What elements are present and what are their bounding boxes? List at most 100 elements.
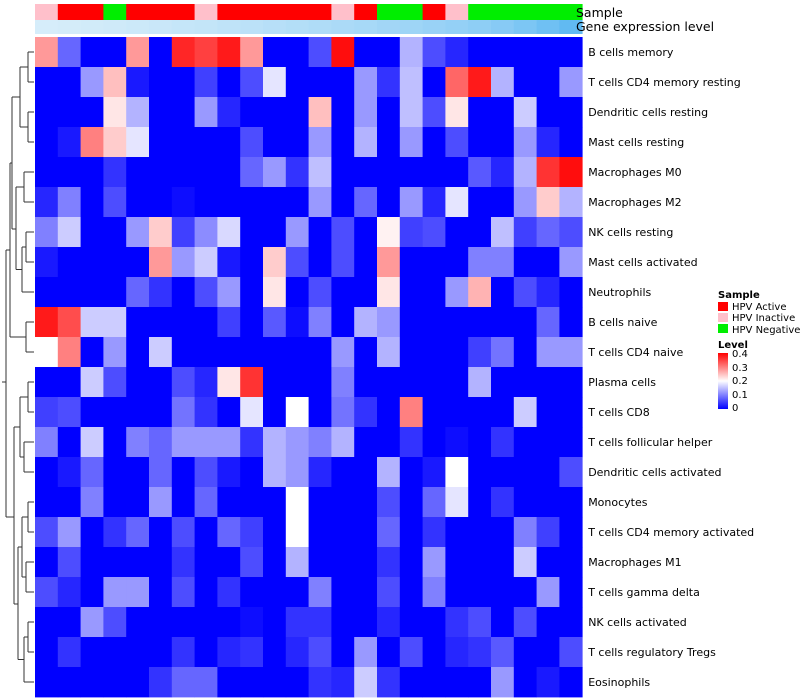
heatmap-cell bbox=[35, 667, 59, 698]
heatmap-cell bbox=[468, 457, 492, 488]
heatmap-cell bbox=[285, 187, 309, 218]
row-label: Dendritic cells resting bbox=[588, 106, 708, 119]
heatmap-cell bbox=[171, 277, 195, 308]
heatmap-cell bbox=[559, 127, 583, 158]
heatmap-cell bbox=[217, 307, 241, 338]
heatmap-cell bbox=[377, 187, 401, 218]
heatmap-cell bbox=[149, 517, 173, 548]
expression-annotation-cell bbox=[57, 20, 81, 34]
heatmap-cell bbox=[263, 637, 287, 668]
heatmap-cell bbox=[194, 37, 218, 68]
sample-annotation-cell bbox=[422, 4, 446, 20]
expression-annotation-cell bbox=[377, 20, 401, 34]
heatmap-cell bbox=[308, 37, 332, 68]
heatmap-cell bbox=[331, 187, 355, 218]
heatmap-cell bbox=[468, 127, 492, 158]
heatmap-cell bbox=[35, 397, 59, 428]
heatmap-cell bbox=[377, 157, 401, 188]
row-label: Eosinophils bbox=[588, 676, 650, 689]
heatmap-cell bbox=[194, 67, 218, 98]
heatmap-cell bbox=[399, 157, 423, 188]
heatmap-cell bbox=[491, 157, 515, 188]
heatmap-cell bbox=[308, 187, 332, 218]
heatmap-cell bbox=[149, 67, 173, 98]
heatmap-cell bbox=[263, 667, 287, 698]
heatmap-cell bbox=[536, 547, 560, 578]
row-label: T cells regulatory Tregs bbox=[587, 646, 716, 659]
heatmap-cell bbox=[35, 307, 59, 338]
heatmap-cell bbox=[491, 487, 515, 518]
heatmap-cell bbox=[217, 487, 241, 518]
heatmap-cell bbox=[308, 487, 332, 518]
heatmap-cell bbox=[263, 67, 287, 98]
heatmap-cell bbox=[399, 397, 423, 428]
heatmap-cell bbox=[149, 187, 173, 218]
heatmap-cell bbox=[536, 97, 560, 128]
heatmap-cell bbox=[331, 637, 355, 668]
heatmap-cell bbox=[126, 247, 150, 278]
heatmap-cell bbox=[80, 577, 104, 608]
legend-level-title: Level bbox=[718, 340, 748, 351]
heatmap-cell bbox=[103, 637, 127, 668]
heatmap-cell bbox=[491, 247, 515, 278]
heatmap-cell bbox=[285, 217, 309, 248]
heatmap-cell bbox=[126, 667, 150, 698]
heatmap-cells bbox=[35, 37, 583, 698]
heatmap-cell bbox=[194, 247, 218, 278]
heatmap-cell bbox=[399, 337, 423, 368]
heatmap-cell bbox=[80, 367, 104, 398]
heatmap-cell bbox=[308, 607, 332, 638]
heatmap-cell bbox=[126, 637, 150, 668]
heatmap-cell bbox=[422, 487, 446, 518]
heatmap-cell bbox=[194, 667, 218, 698]
expression-annotation-cell bbox=[331, 20, 355, 34]
heatmap-cell bbox=[171, 187, 195, 218]
heatmap-cell bbox=[536, 667, 560, 698]
heatmap-cell bbox=[445, 307, 469, 338]
heatmap-cell bbox=[149, 667, 173, 698]
heatmap-cell bbox=[468, 157, 492, 188]
heatmap-cell bbox=[103, 517, 127, 548]
heatmap-cell bbox=[331, 427, 355, 458]
heatmap-cell bbox=[354, 307, 378, 338]
heatmap-cell bbox=[149, 397, 173, 428]
heatmap-cell bbox=[57, 337, 81, 368]
heatmap-cell bbox=[217, 547, 241, 578]
heatmap-cell bbox=[559, 667, 583, 698]
heatmap-cell bbox=[468, 397, 492, 428]
heatmap-cell bbox=[57, 367, 81, 398]
heatmap-cell bbox=[194, 97, 218, 128]
sample-annotation-cell bbox=[308, 4, 332, 20]
heatmap-cell bbox=[285, 247, 309, 278]
heatmap-cell bbox=[35, 367, 59, 398]
heatmap-cell bbox=[377, 427, 401, 458]
row-label: Mast cells activated bbox=[588, 256, 697, 269]
heatmap-cell bbox=[513, 307, 537, 338]
heatmap-cell bbox=[513, 247, 537, 278]
heatmap-cell bbox=[80, 277, 104, 308]
heatmap-cell bbox=[194, 337, 218, 368]
sample-annotation-cell bbox=[35, 4, 59, 20]
heatmap-cell bbox=[103, 457, 127, 488]
row-label: Macrophages M0 bbox=[588, 166, 681, 179]
heatmap-cell bbox=[240, 127, 264, 158]
heatmap-cell bbox=[491, 277, 515, 308]
heatmap-cell bbox=[377, 247, 401, 278]
heatmap-cell bbox=[331, 37, 355, 68]
heatmap-cell bbox=[35, 457, 59, 488]
heatmap-cell bbox=[57, 187, 81, 218]
heatmap-cell bbox=[240, 427, 264, 458]
expression-annotation-cell bbox=[80, 20, 104, 34]
heatmap-cell bbox=[171, 667, 195, 698]
heatmap-cell bbox=[171, 97, 195, 128]
heatmap-cell bbox=[103, 577, 127, 608]
heatmap-cell bbox=[422, 547, 446, 578]
heatmap-cell bbox=[80, 157, 104, 188]
heatmap-cell bbox=[468, 427, 492, 458]
heatmap-cell bbox=[468, 67, 492, 98]
heatmap-cell bbox=[103, 127, 127, 158]
heatmap-cell bbox=[103, 67, 127, 98]
heatmap-cell bbox=[445, 97, 469, 128]
heatmap-cell bbox=[331, 127, 355, 158]
heatmap-cell bbox=[217, 37, 241, 68]
